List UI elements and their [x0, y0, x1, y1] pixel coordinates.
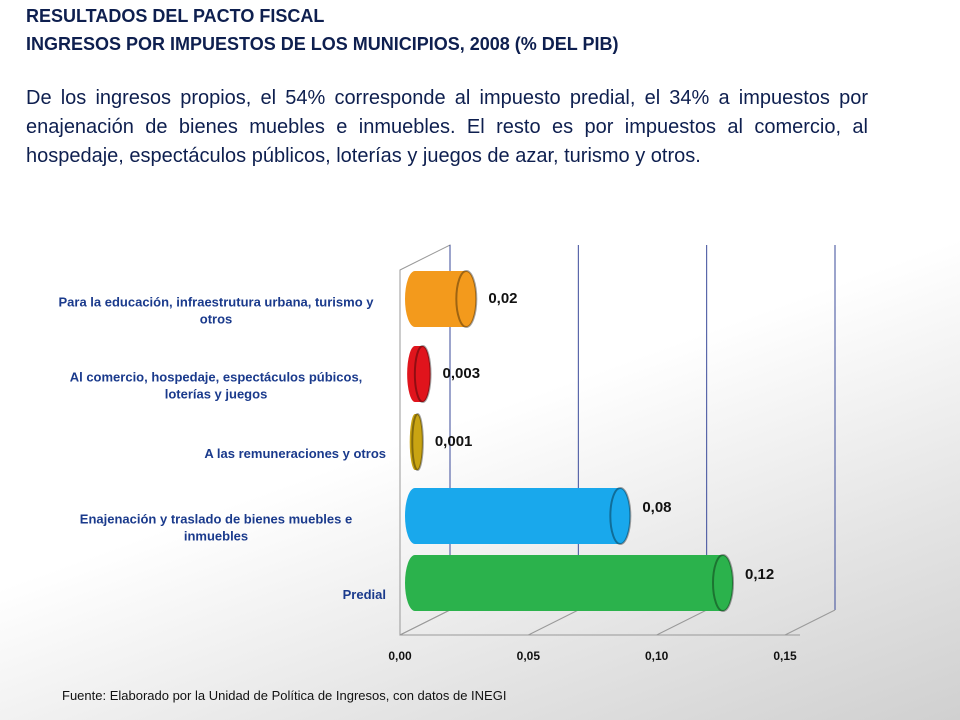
bar-cap — [411, 413, 424, 471]
grid-floor — [528, 609, 579, 636]
category-label: Para la educación, infraestrutura urbana… — [46, 294, 386, 329]
title-line: INGRESOS POR IMPUESTOS DE LOS MUNICIPIOS… — [26, 34, 619, 54]
bar-cap — [609, 487, 632, 545]
value-label: 0,08 — [642, 499, 671, 516]
title: RESULTADOS DEL PACTO FISCAL INGRESOS POR… — [26, 2, 886, 58]
category-text: A las remuneraciones y otros — [204, 446, 386, 461]
paragraph: De los ingresos propios, el 54% correspo… — [26, 87, 868, 167]
value-label: 0,02 — [488, 290, 517, 307]
category-label: Predial — [46, 586, 386, 604]
bar-cap — [455, 270, 478, 328]
category-text: Predial — [342, 587, 386, 602]
x-tick-label: 0,10 — [645, 649, 669, 663]
category-label: Al comercio, hospedaje, espectáculos púb… — [46, 369, 386, 404]
bar-cap — [413, 345, 432, 403]
category-text: Enajenación y traslado de bienes muebles… — [79, 511, 353, 544]
category-label: Enajenación y traslado de bienes muebles… — [46, 511, 386, 546]
grid-floor — [399, 609, 451, 636]
grid-floor — [784, 609, 836, 636]
bar — [415, 488, 621, 544]
category-text: Para la educación, infraestrutura urbana… — [58, 294, 374, 327]
bar — [415, 555, 723, 611]
bar-cap — [712, 554, 734, 612]
value-label: 0,003 — [443, 365, 481, 382]
title-line: RESULTADOS DEL PACTO FISCAL — [26, 6, 325, 26]
category-text: Al comercio, hospedaje, espectáculos púb… — [69, 369, 363, 402]
category-label: A las remuneraciones y otros — [46, 445, 386, 463]
x-tick-label: 0,05 — [517, 649, 541, 663]
value-label: 0,12 — [745, 566, 774, 583]
grid-floor — [656, 609, 707, 636]
value-label: 0,001 — [435, 433, 473, 450]
x-tick-label: 0,15 — [773, 649, 797, 663]
source: Fuente: Elaborado por la Unidad de Polít… — [62, 688, 507, 703]
x-tick-label: 0,00 — [388, 649, 412, 663]
